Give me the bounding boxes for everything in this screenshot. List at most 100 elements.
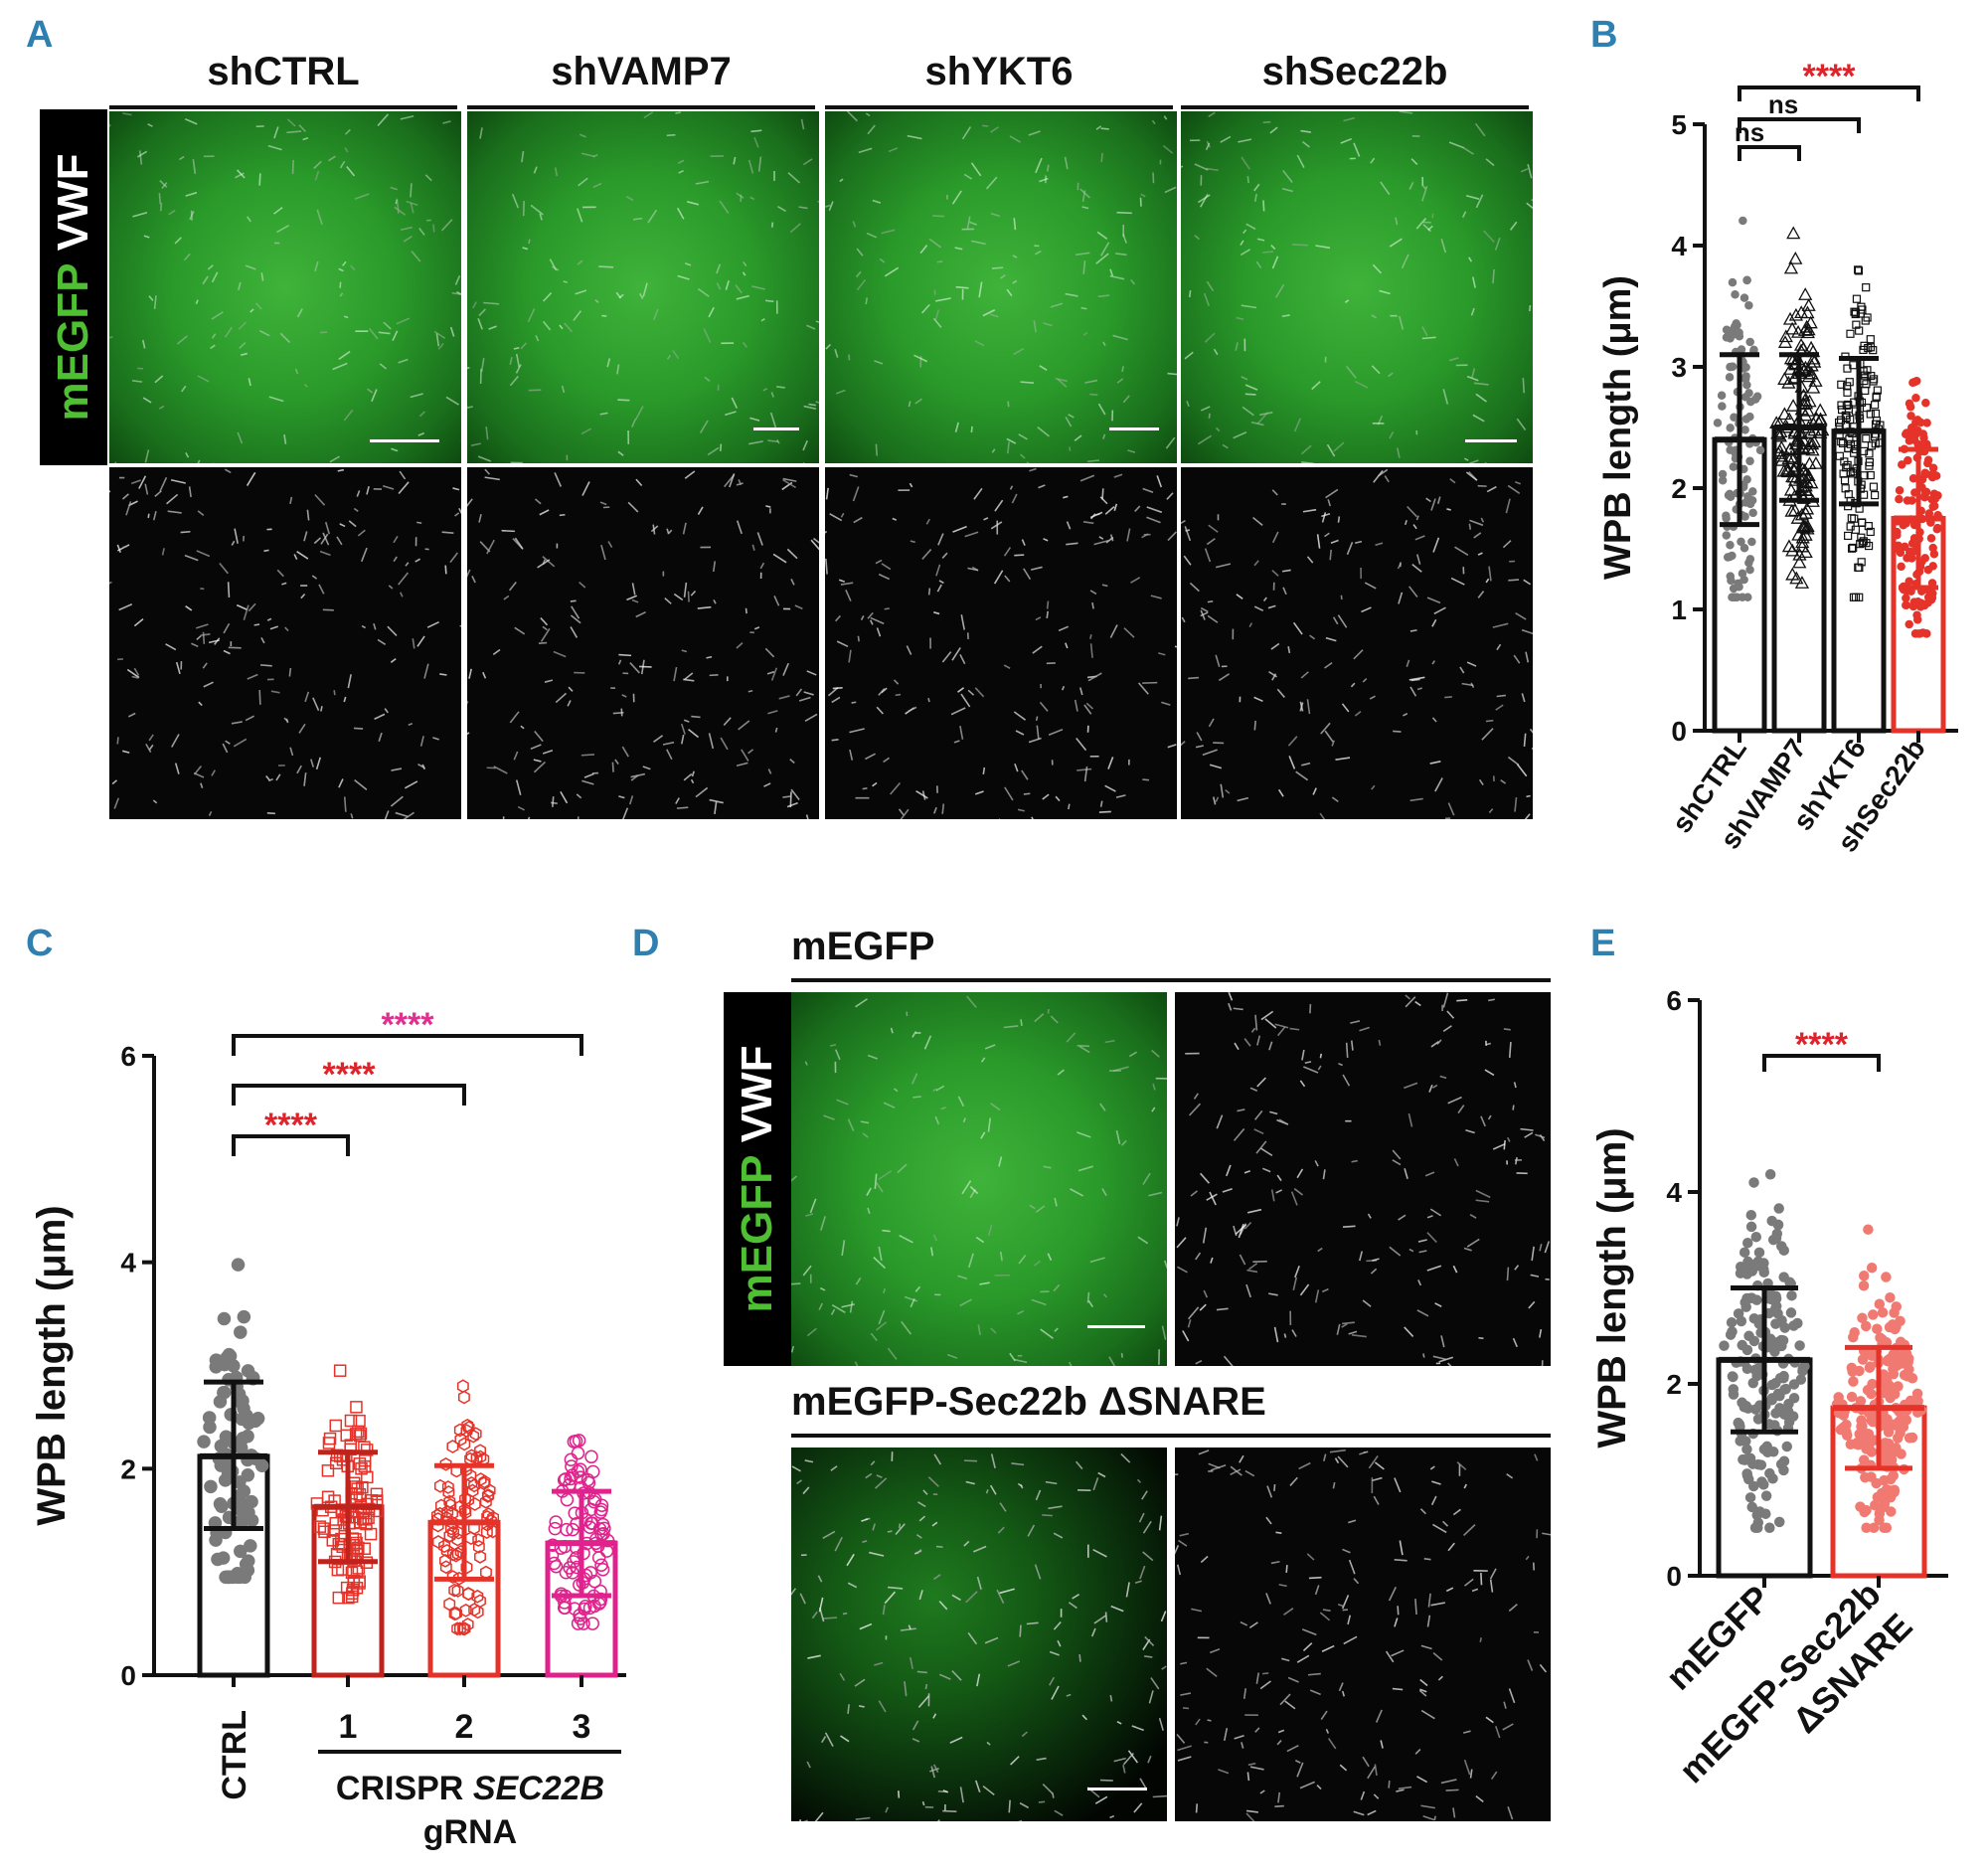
data-point bbox=[1843, 364, 1852, 373]
data-point bbox=[593, 1592, 608, 1607]
vwf-granule bbox=[1341, 703, 1350, 713]
vwf-granule bbox=[1066, 542, 1078, 546]
vwf-granule bbox=[1045, 1480, 1058, 1485]
vwf-granule bbox=[834, 349, 839, 358]
vwf-granule bbox=[1343, 1635, 1358, 1645]
vwf-granule bbox=[535, 335, 540, 342]
vwf-granule bbox=[1138, 1512, 1145, 1523]
significance-label: **** bbox=[1803, 60, 1857, 95]
vwf-granule bbox=[273, 207, 283, 215]
vwf-granule bbox=[1424, 1171, 1435, 1177]
vwf-granule bbox=[748, 440, 763, 445]
vwf-granule bbox=[1122, 395, 1130, 404]
vwf-granule bbox=[1452, 1508, 1461, 1516]
micrograph-vwf-shvamp7 bbox=[467, 467, 819, 819]
vwf-granule bbox=[1437, 1675, 1443, 1681]
vwf-granule bbox=[1007, 1660, 1021, 1667]
vwf-granule bbox=[1347, 1615, 1352, 1625]
vwf-granule bbox=[1325, 488, 1339, 499]
vwf-granule bbox=[1309, 1003, 1312, 1014]
vwf-granule bbox=[990, 1453, 996, 1468]
vwf-granule bbox=[1353, 1578, 1360, 1585]
vwf-granule bbox=[1433, 1815, 1436, 1821]
data-point bbox=[594, 1558, 608, 1572]
data-point bbox=[571, 1464, 585, 1478]
vwf-granule bbox=[867, 124, 876, 135]
vwf-granule bbox=[281, 582, 287, 586]
vwf-granule bbox=[1485, 719, 1494, 723]
vwf-granule bbox=[1176, 1733, 1186, 1744]
data-point bbox=[1792, 547, 1807, 561]
vwf-granule bbox=[1462, 1730, 1471, 1734]
vwf-granule bbox=[1099, 800, 1103, 807]
vwf-granule bbox=[691, 715, 701, 719]
vwf-granule bbox=[1163, 1260, 1167, 1269]
vwf-granule bbox=[1012, 279, 1018, 284]
vwf-granule bbox=[1090, 1627, 1096, 1637]
vwf-granule bbox=[810, 539, 819, 551]
vwf-granule bbox=[815, 320, 819, 323]
vwf-granule bbox=[1489, 1568, 1497, 1580]
vwf-granule bbox=[260, 637, 265, 644]
vwf-granule bbox=[745, 607, 747, 614]
vwf-granule bbox=[1326, 443, 1336, 457]
vwf-granule bbox=[379, 363, 388, 370]
vwf-granule bbox=[109, 123, 111, 128]
vwf-granule bbox=[1346, 542, 1354, 556]
data-point bbox=[1788, 307, 1803, 321]
vwf-granule bbox=[765, 505, 771, 508]
data-point bbox=[1778, 1370, 1789, 1382]
vwf-granule bbox=[551, 801, 558, 804]
vwf-granule bbox=[1037, 426, 1050, 437]
micrograph-merge-shykt6 bbox=[825, 111, 1177, 463]
vwf-granule bbox=[1197, 194, 1211, 204]
data-point bbox=[1736, 1315, 1747, 1327]
vwf-granule bbox=[1242, 229, 1247, 235]
data-point bbox=[214, 1439, 229, 1453]
vwf-granule bbox=[581, 779, 594, 785]
vwf-granule bbox=[847, 1118, 855, 1131]
vwf-granule bbox=[949, 1736, 963, 1744]
data-point bbox=[584, 1516, 598, 1530]
significance-label: **** bbox=[323, 1056, 377, 1094]
vwf-granule bbox=[223, 649, 231, 655]
vwf-granule bbox=[1267, 604, 1276, 609]
data-point bbox=[547, 1556, 562, 1571]
vwf-granule bbox=[872, 199, 882, 204]
vwf-granule bbox=[161, 548, 165, 556]
data-point bbox=[1776, 1340, 1787, 1352]
vwf-granule bbox=[1309, 1689, 1321, 1696]
vwf-granule bbox=[592, 182, 602, 189]
vwf-granule bbox=[1247, 1762, 1256, 1767]
vwf-granule bbox=[1104, 784, 1116, 792]
vwf-granule bbox=[1195, 1252, 1202, 1261]
y-tick-label: 4 bbox=[1666, 1177, 1682, 1208]
vwf-granule bbox=[1107, 757, 1114, 769]
data-point bbox=[1742, 275, 1751, 284]
vwf-granule bbox=[1036, 1757, 1047, 1762]
data-point bbox=[1739, 216, 1747, 226]
vwf-granule bbox=[1389, 430, 1395, 439]
panel-label-b: B bbox=[1590, 14, 1618, 56]
y-tick-label: 0 bbox=[1671, 716, 1687, 747]
vwf-granule bbox=[378, 331, 391, 335]
vwf-granule bbox=[1200, 1172, 1210, 1184]
data-point bbox=[1740, 426, 1749, 434]
vwf-granule bbox=[683, 772, 693, 781]
significance-label: **** bbox=[264, 1107, 318, 1144]
data-point bbox=[1745, 565, 1754, 575]
vwf-granule bbox=[808, 403, 816, 407]
vwf-granule bbox=[978, 281, 983, 298]
data-point bbox=[1783, 260, 1799, 274]
data-point bbox=[1726, 445, 1735, 454]
data-point bbox=[1916, 418, 1925, 427]
vwf-granule bbox=[454, 274, 461, 285]
vwf-granule bbox=[1361, 606, 1372, 613]
vwf-granule bbox=[1410, 678, 1420, 682]
vwf-granule bbox=[632, 217, 643, 221]
data-point bbox=[1852, 320, 1861, 329]
data-point bbox=[1841, 411, 1850, 420]
vwf-granule bbox=[1020, 1019, 1023, 1026]
vwf-granule bbox=[502, 816, 505, 819]
vwf-granule bbox=[390, 658, 397, 663]
